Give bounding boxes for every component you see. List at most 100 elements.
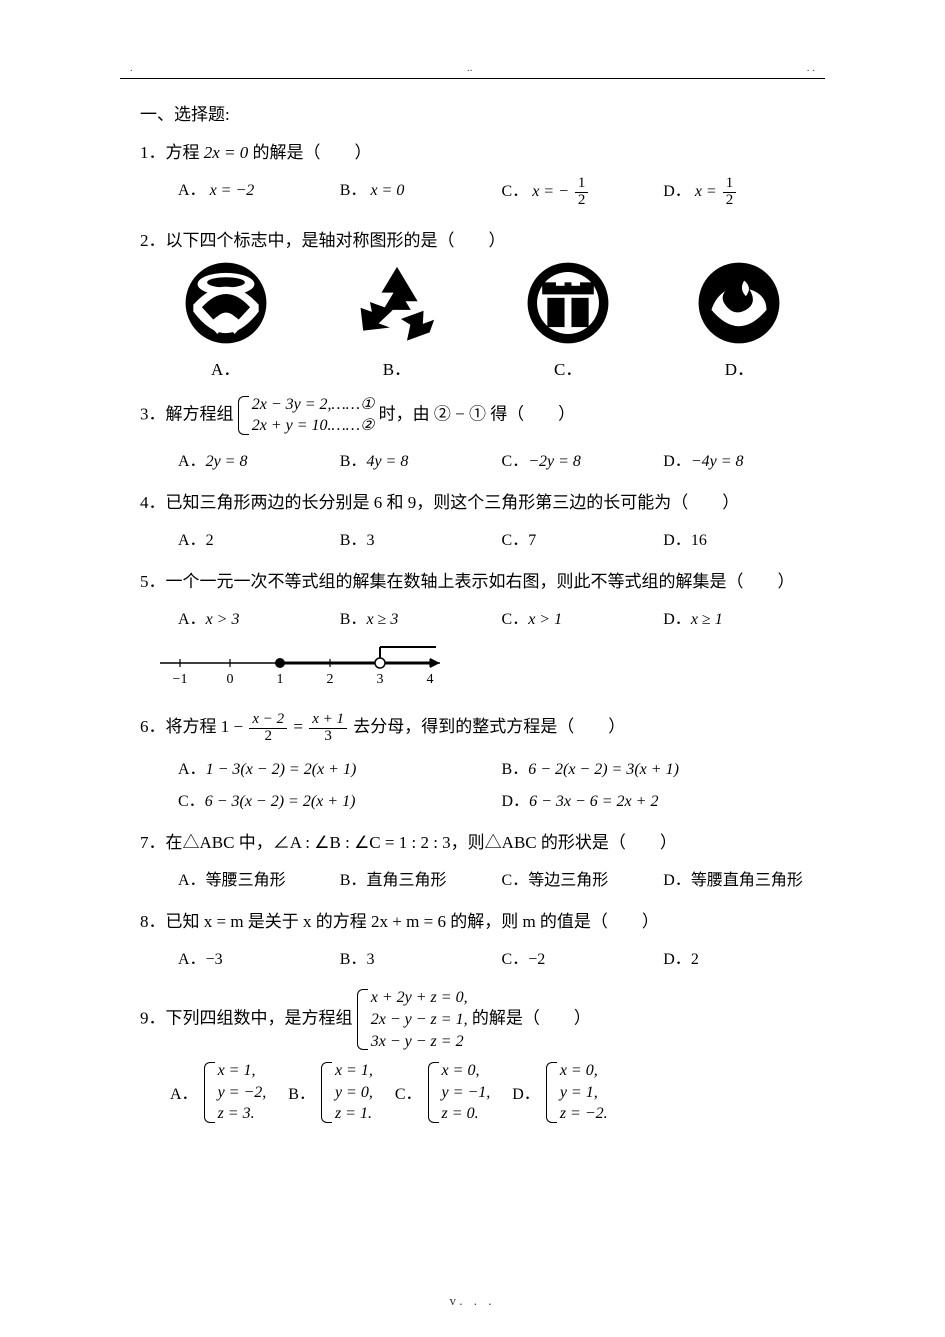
q5-a: x > 3 [206,611,240,628]
header-rule [120,78,825,79]
hdr-mid: .. [467,62,473,74]
opt-label: B． [502,761,529,778]
q6-opt-c: C．6 − 3(x − 2) = 2(x + 1) [178,783,502,815]
q3-opt-b: B．4y = 8 [340,443,502,475]
q9-row2: 2x − y − z = 1, [371,1009,468,1031]
q7-d: 等腰直角三角形 [691,872,803,889]
q1-opt-a: A． x = −2 [178,172,340,213]
opt-label: A． [178,872,206,889]
logo-b-icon [354,260,440,346]
q9-b-r3: z = 1. [335,1103,373,1125]
q4-b: 3 [366,532,374,549]
q3-stem-pre: 3．解方程组 [140,404,238,423]
question-5: 5．一个一元一次不等式组的解集在数轴上表示如右图，则此不等式组的解集是（ ） [140,568,825,595]
q9-c-r2: y = −1, [442,1082,491,1104]
q3-circ2: ② [434,404,451,423]
opt-label: A． [178,951,206,968]
q9-stem-post: 的解是（ ） [472,1009,591,1028]
question-2: 2．以下四个标志中，是轴对称图形的是（ ） [140,227,825,254]
q7-opt-c: C．等边三角形 [502,862,664,894]
opt-label: D． [663,951,691,968]
q5-d: x ≥ 1 [691,611,723,628]
opt-label: B． [340,182,367,199]
q1-expr: 2x = 0 [204,143,249,162]
q5-opt-b: B．x ≥ 3 [340,601,502,633]
q6-stem-post: 去分母，得到的整式方程是（ ） [353,718,625,737]
q1-opt-c-frac: 1 2 [575,176,589,209]
numberline-icon: −101234 [150,643,460,693]
frac-den: 3 [309,729,347,745]
opt-label: D． [663,183,691,200]
frac-den: 2 [723,193,737,209]
hdr-left: . [130,62,133,74]
q9-a-r1: x = 1, [218,1060,267,1082]
q4-a: 2 [206,532,214,549]
q7-options: A．等腰三角形 B．直角三角形 C．等边三角形 D．等腰直角三角形 [178,862,825,894]
q5-b: x ≥ 3 [366,611,398,628]
q9-stem-pre: 9．下列四组数中，是方程组 [140,1009,357,1028]
q3-minus: − [455,404,465,423]
q1-stem-post: 的解是（ ） [253,143,372,162]
q1-opt-b-text: x = 0 [370,182,404,199]
q2-logo-b: B． [354,260,440,380]
opt-label: A． [178,611,206,628]
q9-d-r3: z = −2. [560,1103,608,1125]
logo-a-icon [183,260,269,346]
q1-opt-c-pre: x = − [532,183,569,200]
q4-d: 16 [691,532,707,549]
q3-opt-d: D．−4y = 8 [663,443,825,475]
question-4: 4．已知三角形两边的长分别是 6 和 9，则这个三角形第三边的长可能为（ ） [140,489,825,516]
q2-logos: A． B． C． [140,260,825,380]
q6-options: A．1 − 3(x − 2) = 2(x + 1) B．6 − 2(x − 2)… [178,751,825,815]
q3-system: 2x − 3y = 2,……① 2x + y = 10.……② [238,394,375,437]
q4-opt-a: A．2 [178,522,340,554]
q3-a: 2y = 8 [206,453,248,470]
opt-label: A． [170,1080,198,1104]
q9-a-sys: x = 1, y = −2, z = 3. [204,1060,267,1125]
q5-opt-d: D．x ≥ 1 [663,601,825,633]
svg-text:0: 0 [227,672,234,687]
q6-opt-a: A．1 − 3(x − 2) = 2(x + 1) [178,751,502,783]
q3-b: 4y = 8 [366,453,408,470]
q4-opt-b: B．3 [340,522,502,554]
q3-circ1: ① [469,404,486,423]
q8-opt-b: B．3 [340,941,502,973]
q3-options: A．2y = 8 B．4y = 8 C．−2y = 8 D．−4y = 8 [178,443,825,475]
footer-text: v. . . [0,1293,945,1309]
q1-options: A． x = −2 B． x = 0 C． x = − 1 2 D． x = 1… [178,172,825,213]
q6-a: 1 − 3(x − 2) = 2(x + 1) [206,761,357,778]
frac-den: 2 [575,193,589,209]
q7-opt-a: A．等腰三角形 [178,862,340,894]
q3-opt-a: A．2y = 8 [178,443,340,475]
opt-label: C． [502,611,529,628]
q3-stem-mid: 时，由 [379,404,430,423]
frac-num: x + 1 [309,712,347,729]
q6-c: 6 − 3(x − 2) = 2(x + 1) [205,793,356,810]
frac-den: 2 [249,729,287,745]
q2-label-a: A． [183,355,269,380]
opt-label: D． [502,793,530,810]
frac-num: 1 [575,176,589,193]
q9-c-r1: x = 0, [442,1060,491,1082]
q4-opt-c: C．7 [502,522,664,554]
q9-row1: x + 2y + z = 0, [371,987,468,1009]
opt-label: D． [512,1080,540,1104]
q1-opt-d-pre: x = [695,183,721,200]
q8-opt-a: A．−3 [178,941,340,973]
q5-numberline: −101234 [150,643,825,698]
q6-eq: = [293,718,307,737]
opt-label: A． [178,453,206,470]
q9-b-sys: x = 1, y = 0, z = 1. [321,1060,373,1125]
q9-opt-a: A． x = 1, y = −2, z = 3. [170,1060,266,1125]
q9-row3: 3x − y − z = 2 [371,1031,468,1053]
q6-b: 6 − 2(x − 2) = 3(x + 1) [528,761,679,778]
q9-opt-d: D． x = 0, y = 1, z = −2. [512,1060,607,1125]
q3-opt-c: C．−2y = 8 [502,443,664,475]
question-1: 1．方程 2x = 0 的解是（ ） [140,139,825,166]
q1-opt-d-frac: 1 2 [723,176,737,209]
q9-a-r3: z = 3. [218,1103,267,1125]
opt-label: C． [502,872,529,889]
opt-label: D． [663,532,691,549]
q9-d-r2: y = 1, [560,1082,608,1104]
q6-stem-pre: 6．将方程 1 − [140,718,247,737]
